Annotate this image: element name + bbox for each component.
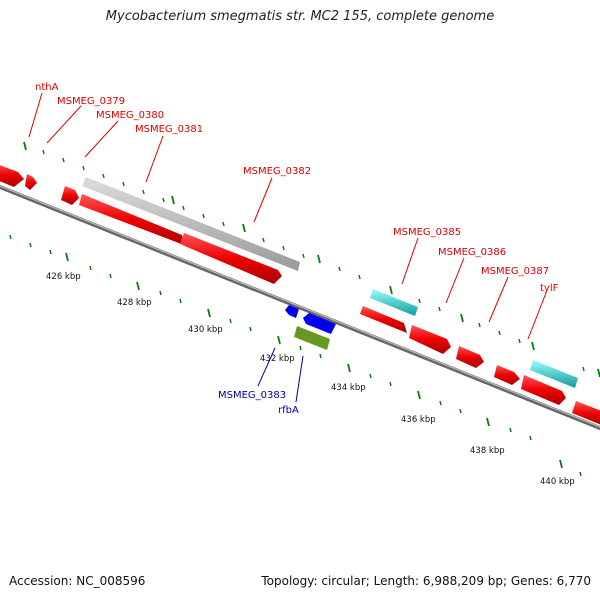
label-leader-lines — [28, 92, 547, 403]
gene-feature-highlight[interactable] — [370, 289, 418, 316]
gene-feature[interactable] — [409, 325, 451, 354]
accession-text: Accession: NC_008596 — [9, 574, 146, 588]
backbone — [0, 184, 600, 431]
gene-label-rfbA[interactable]: rfbA — [278, 405, 299, 416]
gene-label-msmeg-0385[interactable]: MSMEG_0385 — [393, 227, 461, 238]
forward-gene-labels: nthA MSMEG_0379 MSMEG_0380 MSMEG_0381 MS… — [35, 82, 559, 294]
scale-label: 440 kbp — [540, 477, 575, 487]
gene-label-msmeg-0383[interactable]: MSMEG_0383 — [218, 390, 286, 401]
gene-feature[interactable] — [456, 346, 484, 368]
gene-feature[interactable] — [494, 365, 520, 385]
outer-tick-row — [23, 141, 600, 378]
gene-label-tylF[interactable]: tylF — [540, 283, 559, 294]
gene-label-msmeg-0379[interactable]: MSMEG_0379 — [57, 96, 125, 107]
gene-feature[interactable] — [79, 194, 184, 245]
gene-feature[interactable] — [521, 375, 566, 405]
gene-feature[interactable] — [294, 326, 330, 350]
scale-labels: 426 kbp 428 kbp 430 kbp 432 kbp 434 kbp … — [46, 272, 575, 487]
inner-tick-row — [9, 234, 582, 477]
scale-label: 430 kbp — [188, 325, 223, 335]
gene-feature[interactable] — [285, 305, 299, 318]
scale-label: 438 kbp — [470, 446, 505, 456]
forward-strand-features — [0, 163, 600, 426]
gene-label-msmeg-0382[interactable]: MSMEG_0382 — [243, 166, 311, 177]
gene-label-nthA[interactable]: nthA — [35, 82, 59, 93]
scale-label: 432 kbp — [260, 354, 295, 364]
gene-feature[interactable] — [0, 163, 24, 187]
gene-feature[interactable] — [303, 313, 336, 334]
gene-label-msmeg-0381[interactable]: MSMEG_0381 — [135, 124, 203, 135]
gene-label-msmeg-0386[interactable]: MSMEG_0386 — [438, 247, 506, 258]
gene-feature-highlight[interactable] — [530, 360, 578, 388]
gene-feature[interactable] — [360, 306, 407, 333]
genome-summary-text: Topology: circular; Length: 6,988,209 bp… — [261, 574, 591, 588]
gene-feature[interactable] — [572, 401, 600, 426]
gene-feature[interactable] — [61, 186, 79, 205]
scale-label: 426 kbp — [46, 272, 81, 282]
reverse-gene-labels: MSMEG_0383 rfbA — [218, 390, 299, 416]
gene-feature-pseudo[interactable] — [82, 177, 300, 271]
scale-label: 428 kbp — [117, 298, 152, 308]
reverse-strand-features — [285, 305, 336, 350]
gene-label-msmeg-0380[interactable]: MSMEG_0380 — [96, 110, 164, 121]
scale-label: 434 kbp — [331, 383, 366, 393]
gene-feature[interactable] — [25, 174, 37, 190]
gene-label-msmeg-0387[interactable]: MSMEG_0387 — [481, 266, 549, 277]
gene-feature[interactable] — [180, 233, 282, 284]
map-title: Mycobacterium smegmatis str. MC2 155, co… — [105, 9, 495, 24]
scale-label: 436 kbp — [401, 415, 436, 425]
